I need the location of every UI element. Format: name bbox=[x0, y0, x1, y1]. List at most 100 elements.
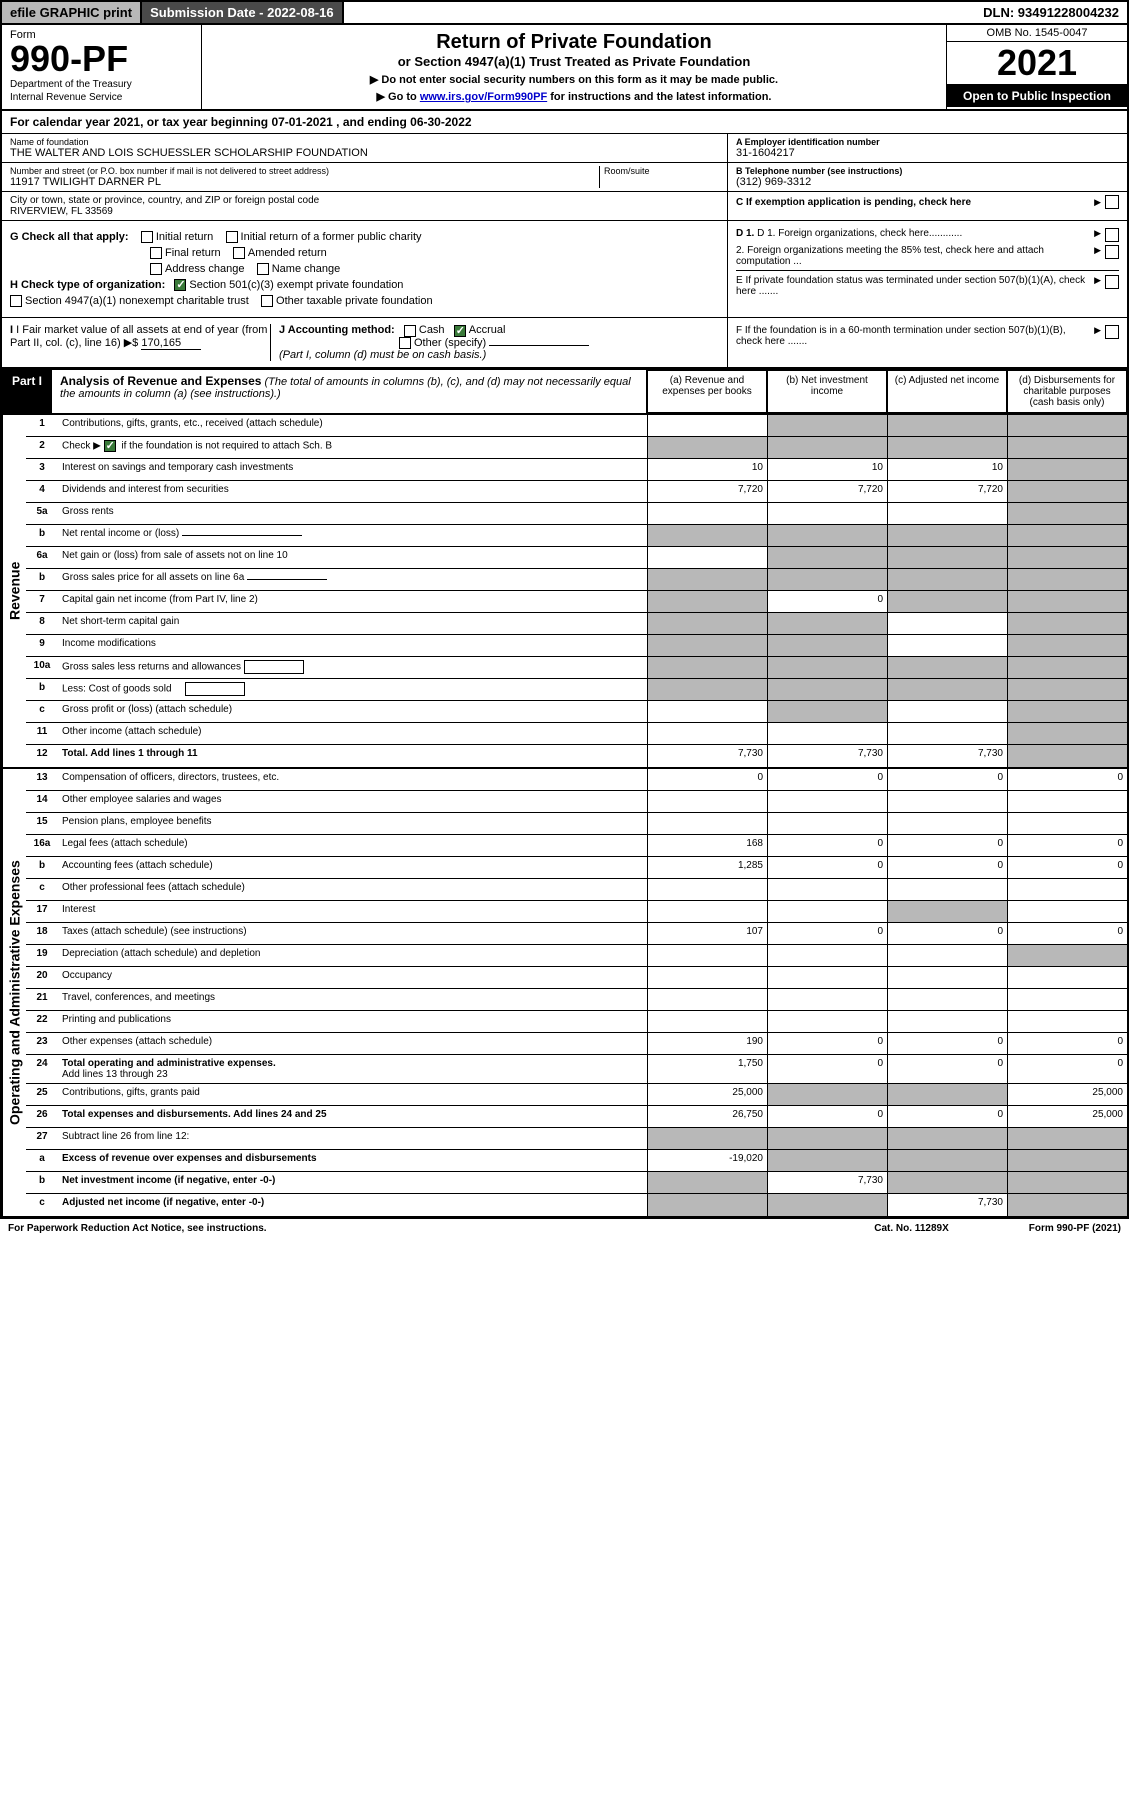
e-label: E If private foundation status was termi… bbox=[736, 275, 1090, 297]
line-5a: 5aGross rents bbox=[26, 503, 1127, 525]
line-3-desc: Interest on savings and temporary cash i… bbox=[58, 459, 647, 480]
c3-checkbox[interactable] bbox=[174, 279, 186, 291]
r24-d: 0 bbox=[1007, 1055, 1127, 1083]
c3-label: Section 501(c)(3) exempt private foundat… bbox=[189, 279, 403, 291]
line-17-desc: Interest bbox=[58, 901, 647, 922]
line-14: 14Other employee salaries and wages bbox=[26, 791, 1127, 813]
r3-a: 10 bbox=[647, 459, 767, 480]
a1-checkbox[interactable] bbox=[10, 295, 22, 307]
i-value: 170,165 bbox=[141, 337, 201, 350]
other-taxable-checkbox[interactable] bbox=[261, 295, 273, 307]
line-16b: bAccounting fees (attach schedule)1,2850… bbox=[26, 857, 1127, 879]
line-13-desc: Compensation of officers, directors, tru… bbox=[58, 769, 647, 790]
col-d-header: (d) Disbursements for charitable purpose… bbox=[1007, 370, 1127, 413]
line-27a: aExcess of revenue over expenses and dis… bbox=[26, 1150, 1127, 1172]
efile-print-button[interactable]: efile GRAPHIC print bbox=[2, 2, 142, 23]
line-27c: cAdjusted net income (if negative, enter… bbox=[26, 1194, 1127, 1216]
r3-b: 10 bbox=[767, 459, 887, 480]
tel-label: B Telephone number (see instructions) bbox=[736, 166, 1119, 176]
line-16c-desc: Other professional fees (attach schedule… bbox=[58, 879, 647, 900]
goto-note: ▶ Go to www.irs.gov/Form990PF for instru… bbox=[208, 90, 940, 103]
arrow-icon bbox=[1094, 325, 1101, 336]
amended-checkbox[interactable] bbox=[233, 247, 245, 259]
final-return-checkbox[interactable] bbox=[150, 247, 162, 259]
addr-label: Number and street (or P.O. box number if… bbox=[10, 166, 599, 176]
form-header: Form 990-PF Department of the Treasury I… bbox=[0, 25, 1129, 111]
initial-former-checkbox[interactable] bbox=[226, 231, 238, 243]
d1-checkbox[interactable] bbox=[1105, 228, 1119, 242]
schb-checkbox[interactable] bbox=[104, 440, 116, 452]
exemption-checkbox[interactable] bbox=[1105, 195, 1119, 209]
tax-year: 2021 bbox=[947, 42, 1127, 85]
r25-a: 25,000 bbox=[647, 1084, 767, 1105]
g-label: G Check all that apply: bbox=[10, 231, 129, 243]
line-10a: 10aGross sales less returns and allowanc… bbox=[26, 657, 1127, 679]
address-change-checkbox[interactable] bbox=[150, 263, 162, 275]
r26-c: 0 bbox=[887, 1106, 1007, 1127]
line-4: 4Dividends and interest from securities7… bbox=[26, 481, 1127, 503]
name-change-checkbox[interactable] bbox=[257, 263, 269, 275]
line-8-desc: Net short-term capital gain bbox=[58, 613, 647, 634]
final-return-label: Final return bbox=[165, 247, 221, 259]
irs-label: Internal Revenue Service bbox=[10, 92, 193, 103]
room-label: Room/suite bbox=[604, 166, 719, 176]
part1-header: Part I Analysis of Revenue and Expenses … bbox=[0, 368, 1129, 415]
line-22: 22Printing and publications bbox=[26, 1011, 1127, 1033]
e-row: E If private foundation status was termi… bbox=[736, 270, 1119, 297]
line-16a: 16aLegal fees (attach schedule)168000 bbox=[26, 835, 1127, 857]
r12-b: 7,730 bbox=[767, 745, 887, 767]
r16b-d: 0 bbox=[1007, 857, 1127, 878]
irs-link[interactable]: www.irs.gov/Form990PF bbox=[420, 91, 547, 103]
form-subtitle: or Section 4947(a)(1) Trust Treated as P… bbox=[208, 54, 940, 69]
ein-value: 31-1604217 bbox=[736, 147, 1119, 159]
e-checkbox[interactable] bbox=[1105, 275, 1119, 289]
line-20-desc: Occupancy bbox=[58, 967, 647, 988]
line-24-desc: Total operating and administrative expen… bbox=[58, 1055, 647, 1083]
accrual-label: Accrual bbox=[469, 324, 506, 336]
f-checkbox[interactable] bbox=[1105, 325, 1119, 339]
cash-checkbox[interactable] bbox=[404, 325, 416, 337]
d1-row: D 1. D 1. Foreign organizations, check h… bbox=[736, 228, 1119, 242]
line-9: 9Income modifications bbox=[26, 635, 1127, 657]
initial-return-checkbox[interactable] bbox=[141, 231, 153, 243]
exemption-label: C If exemption application is pending, c… bbox=[736, 197, 1094, 208]
submission-date: Submission Date - 2022-08-16 bbox=[142, 2, 344, 23]
line-6a-desc: Net gain or (loss) from sale of assets n… bbox=[58, 547, 647, 568]
line-10a-desc: Gross sales less returns and allowances bbox=[58, 657, 647, 678]
r13-b: 0 bbox=[767, 769, 887, 790]
line-7-desc: Capital gain net income (from Part IV, l… bbox=[58, 591, 647, 612]
line-15: 15Pension plans, employee benefits bbox=[26, 813, 1127, 835]
line-6b: bGross sales price for all assets on lin… bbox=[26, 569, 1127, 591]
omb-number: OMB No. 1545-0047 bbox=[947, 25, 1127, 42]
foundation-name-row: Name of foundation THE WALTER AND LOIS S… bbox=[2, 134, 727, 163]
line-23-desc: Other expenses (attach schedule) bbox=[58, 1033, 647, 1054]
line-15-desc: Pension plans, employee benefits bbox=[58, 813, 647, 834]
r24-c: 0 bbox=[887, 1055, 1007, 1083]
line-21: 21Travel, conferences, and meetings bbox=[26, 989, 1127, 1011]
goto-post: for instructions and the latest informat… bbox=[547, 91, 771, 103]
h-label: H Check type of organization: bbox=[10, 279, 165, 291]
line-5a-desc: Gross rents bbox=[58, 503, 647, 524]
line-21-desc: Travel, conferences, and meetings bbox=[58, 989, 647, 1010]
line-24: 24Total operating and administrative exp… bbox=[26, 1055, 1127, 1084]
form-meta-block: OMB No. 1545-0047 2021 Open to Public In… bbox=[947, 25, 1127, 109]
tel-value: (312) 969-3312 bbox=[736, 176, 1119, 188]
arrow-icon bbox=[1094, 197, 1101, 208]
line-18: 18Taxes (attach schedule) (see instructi… bbox=[26, 923, 1127, 945]
city-label: City or town, state or province, country… bbox=[10, 195, 719, 206]
r4-c: 7,720 bbox=[887, 481, 1007, 502]
line-16c: cOther professional fees (attach schedul… bbox=[26, 879, 1127, 901]
line-27: 27Subtract line 26 from line 12: bbox=[26, 1128, 1127, 1150]
accrual-checkbox[interactable] bbox=[454, 325, 466, 337]
line-12: 12Total. Add lines 1 through 117,7307,73… bbox=[26, 745, 1127, 767]
entity-info: Name of foundation THE WALTER AND LOIS S… bbox=[0, 134, 1129, 221]
line-6b-desc: Gross sales price for all assets on line… bbox=[58, 569, 647, 590]
r13-d: 0 bbox=[1007, 769, 1127, 790]
r16a-b: 0 bbox=[767, 835, 887, 856]
line-4-desc: Dividends and interest from securities bbox=[58, 481, 647, 502]
city-state-zip: RIVERVIEW, FL 33569 bbox=[10, 206, 719, 217]
arrow-icon bbox=[1094, 245, 1101, 256]
d2-checkbox[interactable] bbox=[1105, 245, 1119, 259]
other-method-checkbox[interactable] bbox=[399, 337, 411, 349]
topbar: efile GRAPHIC print Submission Date - 20… bbox=[0, 0, 1129, 25]
